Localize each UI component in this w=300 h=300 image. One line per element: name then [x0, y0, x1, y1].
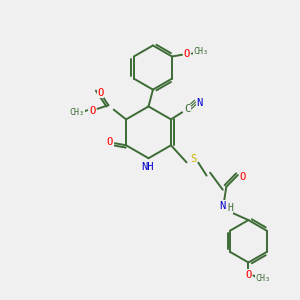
Text: S: S [190, 154, 196, 164]
Text: O: O [184, 49, 190, 59]
Text: CH₃: CH₃ [194, 47, 208, 56]
Text: CH₃: CH₃ [69, 108, 84, 117]
Text: O: O [97, 88, 103, 98]
Text: N: N [196, 98, 203, 108]
Text: H: H [227, 203, 233, 213]
Text: O: O [245, 270, 251, 280]
Text: CH₃: CH₃ [256, 274, 271, 283]
Text: C: C [184, 104, 190, 114]
Text: N: N [220, 201, 226, 211]
Text: NH: NH [142, 162, 154, 172]
Text: O: O [107, 137, 113, 147]
Text: O: O [89, 106, 95, 116]
Text: O: O [239, 172, 246, 182]
